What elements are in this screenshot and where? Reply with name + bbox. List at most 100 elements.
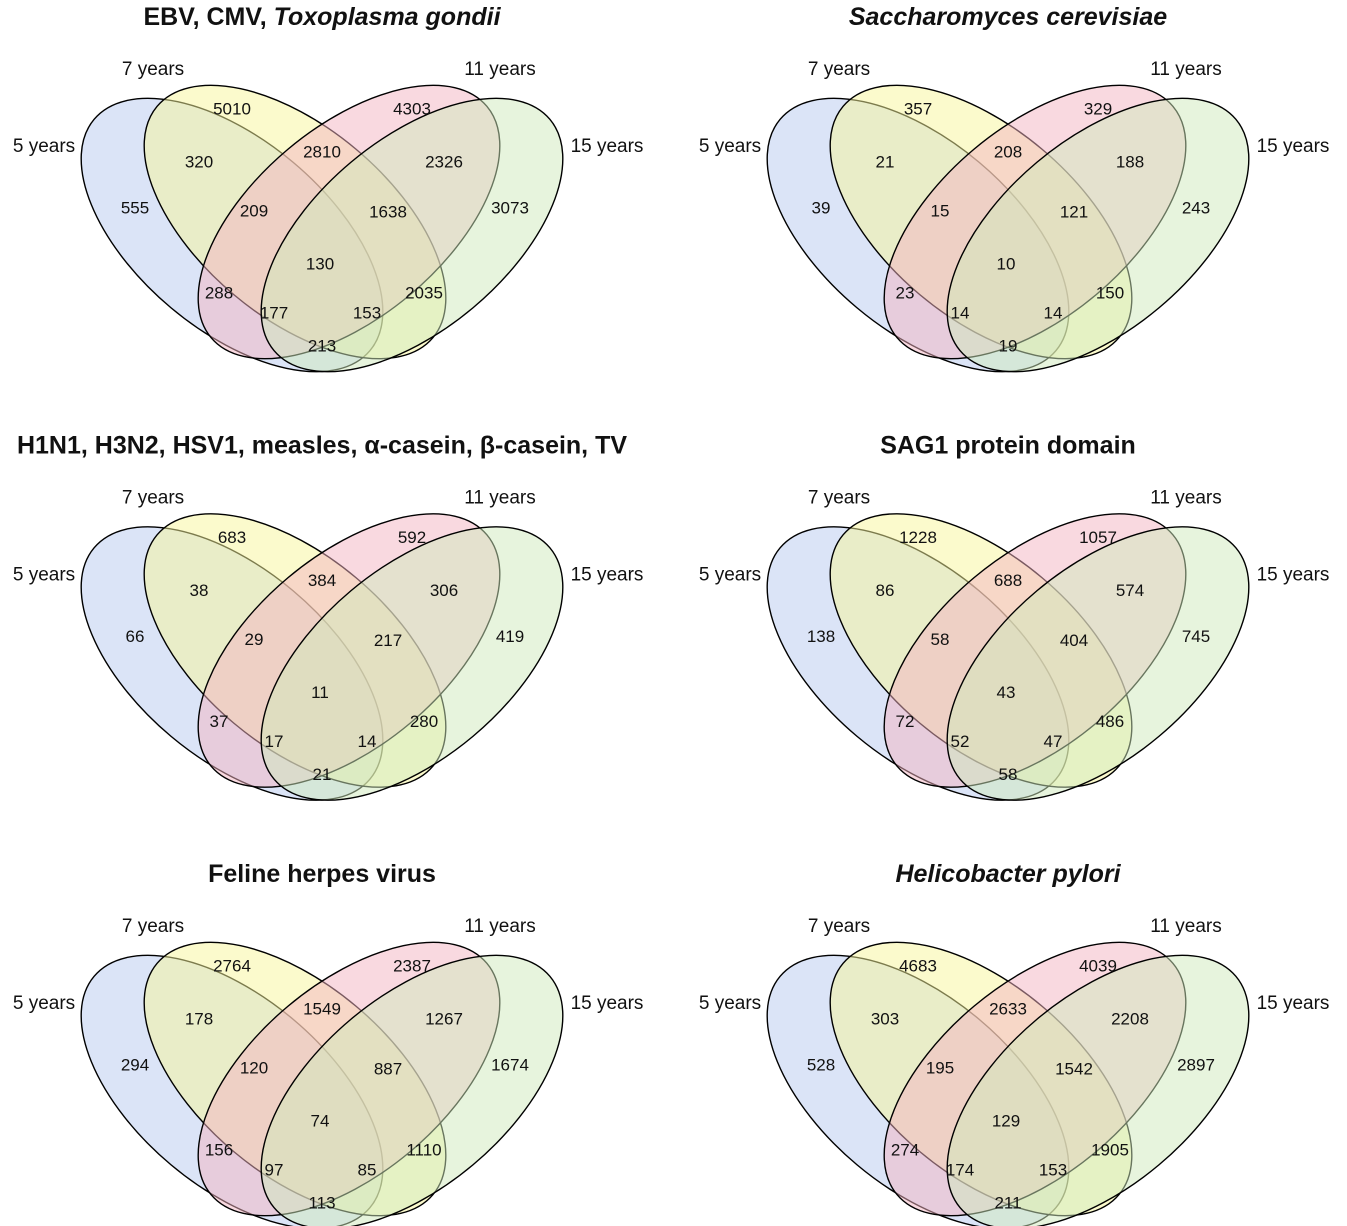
set-ellipse xyxy=(260,526,564,801)
region-count: 2326 xyxy=(425,152,463,171)
title-part: Helicobacter pylori xyxy=(895,860,1121,888)
venn-panel: Feline herpes virus 5 years 7 years 11 year… xyxy=(13,860,644,1226)
set-label: 5 years xyxy=(13,565,75,586)
set-label: 5 years xyxy=(13,136,75,157)
region-count: 5010 xyxy=(213,99,251,118)
region-count: 120 xyxy=(240,1058,268,1077)
region-count: 357 xyxy=(904,99,932,118)
title-part: Toxoplasma gondii xyxy=(274,3,502,31)
region-count: 72 xyxy=(896,712,915,731)
set-label: 7 years xyxy=(808,59,870,80)
region-count: 486 xyxy=(1096,712,1124,731)
region-count: 19 xyxy=(999,336,1018,355)
title-part: H1N1, H3N2, HSV1, measles, α-casein, β-c… xyxy=(17,431,627,459)
region-count: 15 xyxy=(931,201,950,220)
venn-panel: SAG1 protein domain 5 years 7 years 11 year… xyxy=(699,431,1330,801)
region-count: 1905 xyxy=(1091,1140,1129,1159)
region-count: 17 xyxy=(265,732,284,751)
region-count: 288 xyxy=(205,283,233,302)
region-count: 887 xyxy=(374,1059,402,1078)
title-part: SAG1 protein domain xyxy=(880,431,1136,459)
region-count: 683 xyxy=(218,528,246,547)
region-count: 1638 xyxy=(369,202,407,221)
region-count: 29 xyxy=(245,630,264,649)
set-label: 15 years xyxy=(1257,136,1330,157)
title-part: EBV, CMV, xyxy=(143,3,273,31)
venn-panel: EBV, CMV, Toxoplasma gondii 5 years 7 year… xyxy=(13,3,644,373)
region-count: 10 xyxy=(997,254,1016,273)
region-count: 320 xyxy=(185,152,213,171)
region-count: 21 xyxy=(313,765,332,784)
region-count: 86 xyxy=(876,581,895,600)
panel-title: EBV, CMV, Toxoplasma gondii xyxy=(143,3,501,31)
region-count: 1110 xyxy=(406,1140,441,1159)
region-count: 37 xyxy=(210,712,229,731)
set-label: 5 years xyxy=(699,993,761,1014)
region-count: 14 xyxy=(1044,303,1063,322)
panel-title: H1N1, H3N2, HSV1, measles, α-casein, β-c… xyxy=(17,431,627,459)
region-count: 2387 xyxy=(393,956,431,975)
region-count: 97 xyxy=(265,1160,284,1179)
set-label: 11 years xyxy=(464,59,535,80)
set-label: 7 years xyxy=(808,916,870,937)
region-count: 555 xyxy=(121,198,149,217)
region-count: 2764 xyxy=(213,956,251,975)
region-count: 130 xyxy=(306,254,334,273)
set-label: 11 years xyxy=(464,488,535,509)
region-count: 211 xyxy=(994,1193,1021,1212)
region-count: 1549 xyxy=(303,999,341,1018)
region-count: 153 xyxy=(1039,1160,1067,1179)
set-label: 7 years xyxy=(808,488,870,509)
region-count: 174 xyxy=(946,1160,974,1179)
region-count: 306 xyxy=(430,581,458,600)
set-label: 15 years xyxy=(571,136,644,157)
region-count: 2810 xyxy=(303,142,341,161)
region-count: 209 xyxy=(240,201,268,220)
region-count: 528 xyxy=(807,1055,835,1074)
set-label: 15 years xyxy=(1257,993,1330,1014)
region-count: 2897 xyxy=(1177,1055,1215,1074)
region-count: 404 xyxy=(1060,631,1088,650)
region-count: 213 xyxy=(308,336,336,355)
region-count: 217 xyxy=(374,631,402,650)
region-count: 419 xyxy=(496,627,524,646)
region-count: 14 xyxy=(358,732,377,751)
region-count: 21 xyxy=(876,152,895,171)
region-count: 274 xyxy=(891,1140,919,1159)
region-count: 1057 xyxy=(1079,528,1117,547)
region-count: 2208 xyxy=(1111,1009,1149,1028)
region-count: 243 xyxy=(1182,198,1210,217)
region-count: 178 xyxy=(185,1009,213,1028)
region-count: 138 xyxy=(807,627,835,646)
region-count: 280 xyxy=(410,712,438,731)
region-count: 195 xyxy=(926,1058,954,1077)
region-count: 688 xyxy=(994,571,1022,590)
region-count: 1228 xyxy=(899,528,937,547)
set-label: 15 years xyxy=(1257,565,1330,586)
region-count: 4683 xyxy=(899,956,937,975)
region-count: 1267 xyxy=(425,1009,463,1028)
region-count: 58 xyxy=(999,765,1018,784)
set-ellipse xyxy=(946,954,1250,1226)
region-count: 14 xyxy=(951,303,970,322)
region-count: 4303 xyxy=(393,99,431,118)
region-count: 47 xyxy=(1044,732,1063,751)
region-count: 384 xyxy=(308,571,336,590)
region-count: 592 xyxy=(398,528,426,547)
set-label: 15 years xyxy=(571,993,644,1014)
venn-panel: Saccharomyces cerevisiae 5 years 7 years 11… xyxy=(699,3,1330,373)
region-count: 3073 xyxy=(491,198,529,217)
region-count: 85 xyxy=(358,1160,377,1179)
set-label: 11 years xyxy=(1150,59,1221,80)
region-count: 153 xyxy=(353,303,381,322)
set-ellipse xyxy=(946,97,1250,373)
set-ellipse xyxy=(260,954,564,1226)
region-count: 23 xyxy=(896,283,915,302)
region-count: 2633 xyxy=(989,999,1027,1018)
region-count: 303 xyxy=(871,1009,899,1028)
region-count: 11 xyxy=(311,683,329,702)
region-count: 39 xyxy=(812,198,831,217)
region-count: 156 xyxy=(205,1140,233,1159)
region-count: 188 xyxy=(1116,152,1144,171)
